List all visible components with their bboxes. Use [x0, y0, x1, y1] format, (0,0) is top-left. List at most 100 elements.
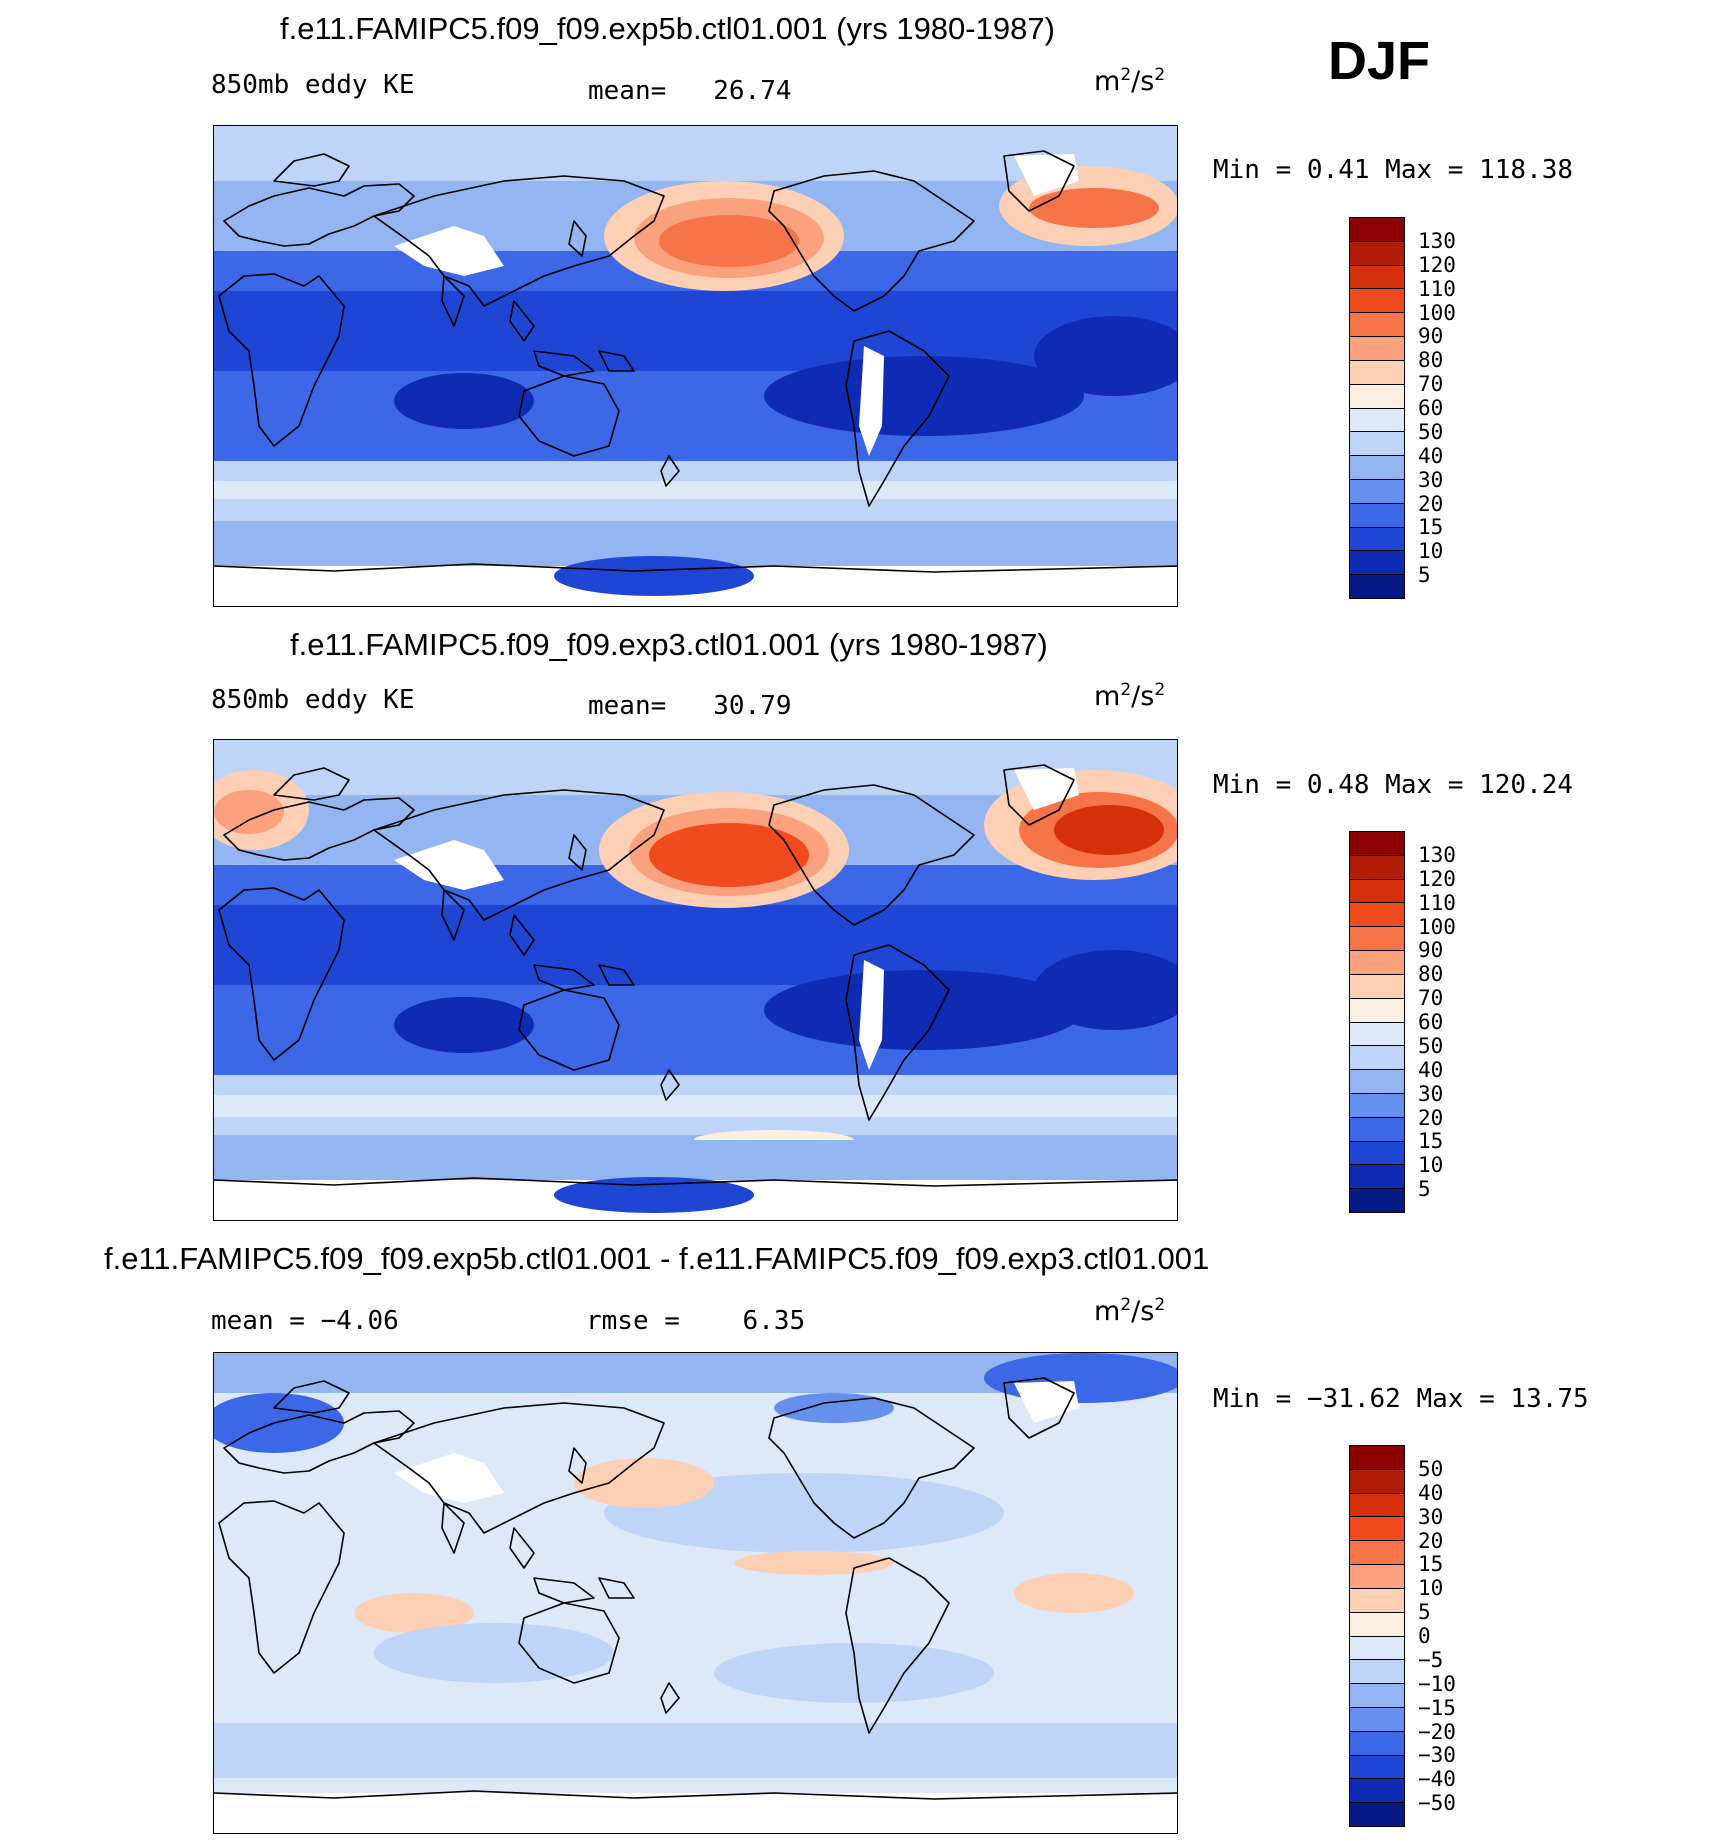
panel-1-colorbar-label: 10 — [1418, 539, 1444, 564]
panel-2-colorbar-label: 30 — [1418, 1081, 1444, 1106]
panel-2-colorbar-label: 5 — [1418, 1177, 1431, 1202]
panel-1-stat-label: mean= — [588, 76, 667, 106]
panel-2-colorbar-label: 40 — [1418, 1057, 1444, 1082]
panel-3-colorbar-label: −20 — [1418, 1719, 1456, 1744]
panel-1-colorbar-label: 80 — [1418, 348, 1444, 373]
panel-1-colorbar-swatch — [1350, 408, 1404, 433]
panel-2-map-svg — [214, 740, 1177, 1220]
panel-1-colorbar — [1349, 217, 1405, 599]
panel-2-colorbar-label: 70 — [1418, 986, 1444, 1011]
panel-3-colorbar-label: 10 — [1418, 1576, 1444, 1601]
panel-2-colorbar-swatch — [1350, 1022, 1404, 1047]
panel-2-colorbar-swatch — [1350, 1141, 1404, 1166]
panel-1-stat-value: 26.74 — [713, 76, 792, 106]
panel-3-map-svg — [214, 1353, 1177, 1833]
panel-1-colorbar-swatch — [1350, 241, 1404, 266]
panel-1-units: m2/s2 — [1094, 65, 1166, 97]
panel-2-colorbar-swatch — [1350, 832, 1404, 856]
panel-2-units: m2/s2 — [1094, 680, 1166, 712]
panel-3-colorbar-label: 0 — [1418, 1624, 1431, 1648]
panel-3-colorbar-label: −50 — [1418, 1791, 1456, 1816]
panel-3-colorbar — [1349, 1445, 1405, 1827]
panel-2-colorbar-label: 90 — [1418, 938, 1444, 963]
panel-2-colorbar-label: 50 — [1418, 1033, 1444, 1058]
panel-2-colorbar-swatch — [1350, 1117, 1404, 1142]
panel-3-colorbar-label: 5 — [1418, 1600, 1431, 1625]
panel-3-rmse-label: rmse = 6.35 — [586, 1306, 805, 1336]
panel-1-colorbar-label: 90 — [1418, 324, 1444, 349]
panel-2-colorbar-swatch — [1350, 879, 1404, 904]
panel-2-colorbar-swatch — [1350, 1189, 1404, 1212]
panel-2-colorbar-swatch — [1350, 1070, 1404, 1094]
panel-1-colorbar-swatch — [1350, 527, 1404, 552]
panel-3-colorbar-label: −10 — [1418, 1671, 1456, 1696]
panel-3-colorbar-swatch — [1350, 1493, 1404, 1518]
panel-3-colorbar-swatch — [1350, 1660, 1404, 1685]
panel-2-colorbar-label: 60 — [1418, 1010, 1444, 1034]
season-label: DJF — [1328, 31, 1431, 91]
panel-2-colorbar-label: 80 — [1418, 962, 1444, 987]
panel-2-colorbar-label: 15 — [1418, 1129, 1444, 1154]
panel-3-colorbar-swatch — [1350, 1803, 1404, 1826]
panel-3-colorbar-label: 40 — [1418, 1480, 1444, 1505]
panel-1-title: f.e11.FAMIPC5.f09_f09.exp5b.ctl01.001 (y… — [280, 11, 1055, 46]
panel-2-colorbar-swatch — [1350, 903, 1404, 928]
panel-3-colorbar-label: 50 — [1418, 1456, 1444, 1481]
panel-2-colorbar-swatch — [1350, 927, 1404, 952]
panel-3-minmax: Min = −31.62 Max = 13.75 — [1213, 1384, 1589, 1414]
panel-2-colorbar-swatch — [1350, 951, 1404, 975]
panel-1-colorbar-swatch — [1350, 479, 1404, 504]
panel-1-colorbar-label: 60 — [1418, 396, 1444, 420]
panel-1-colorbar-label: 120 — [1418, 252, 1456, 277]
panel-3-colorbar-swatch — [1350, 1731, 1404, 1756]
panel-1-colorbar-label: 50 — [1418, 419, 1444, 444]
panel-1-colorbar-swatch — [1350, 503, 1404, 528]
panel-3-colorbar-label: −40 — [1418, 1767, 1456, 1792]
panel-2-colorbar-swatch — [1350, 1165, 1404, 1190]
panel-2-title: f.e11.FAMIPC5.f09_f09.exp3.ctl01.001 (yr… — [290, 627, 1048, 662]
panel-1-colorbar-swatch — [1350, 289, 1404, 314]
panel-1-minmax: Min = 0.41 Max = 118.38 — [1213, 155, 1574, 185]
panel-1-colorbar-label: 30 — [1418, 467, 1444, 492]
panel-2-mean-label: mean= 30.79 — [588, 691, 792, 721]
panel-1-colorbar-swatch — [1350, 218, 1404, 242]
panel-3-colorbar-swatch — [1350, 1517, 1404, 1542]
panel-3-colorbar-swatch — [1350, 1541, 1404, 1566]
panel-3-title: f.e11.FAMIPC5.f09_f09.exp5b.ctl01.001 - … — [104, 1241, 1210, 1276]
panel-1-colorbar-label: 20 — [1418, 491, 1444, 516]
panel-3-colorbar-swatch — [1350, 1612, 1404, 1637]
panel-3-colorbar-label: −15 — [1418, 1695, 1456, 1720]
panel-2-colorbar-swatch — [1350, 855, 1404, 880]
panel-3-colorbar-label: −30 — [1418, 1743, 1456, 1768]
panel-1-colorbar-swatch — [1350, 337, 1404, 361]
panel-1-colorbar-swatch — [1350, 313, 1404, 338]
panel-3-colorbar-swatch — [1350, 1565, 1404, 1589]
panel-1-colorbar-swatch — [1350, 432, 1404, 457]
panel-2-colorbar-label: 110 — [1418, 890, 1456, 915]
panel-3-map — [213, 1352, 1178, 1834]
panel-2-stat-label: mean= — [588, 691, 667, 721]
panel-3-colorbar-swatch — [1350, 1684, 1404, 1708]
panel-1-map — [213, 125, 1178, 607]
panel-2-colorbar-label: 120 — [1418, 866, 1456, 891]
panel-2-map — [213, 739, 1178, 1221]
panel-1-colorbar-swatch — [1350, 360, 1404, 385]
panel-1-colorbar-label: 100 — [1418, 300, 1456, 325]
panel-2-colorbar-label: 130 — [1418, 842, 1456, 867]
panel-2-minmax: Min = 0.48 Max = 120.24 — [1213, 770, 1574, 800]
panel-3-mean-label: mean = −4.06 — [211, 1306, 399, 1336]
panel-3-colorbar-swatch — [1350, 1469, 1404, 1494]
panel-1-colorbar-swatch — [1350, 456, 1404, 480]
panel-3-colorbar-label: 20 — [1418, 1528, 1444, 1553]
panel-3-colorbar-label: 30 — [1418, 1504, 1444, 1529]
panel-3-colorbar-label: −5 — [1418, 1647, 1444, 1672]
panel-3-units: m2/s2 — [1094, 1295, 1166, 1327]
panel-1-colorbar-label: 5 — [1418, 563, 1431, 588]
panel-1-variable-label: 850mb eddy KE — [211, 70, 415, 100]
panel-2-colorbar-label: 20 — [1418, 1105, 1444, 1130]
panel-1-colorbar-label: 15 — [1418, 515, 1444, 540]
panel-2-colorbar-label: 10 — [1418, 1153, 1444, 1178]
panel-2-colorbar-swatch — [1350, 1093, 1404, 1118]
panel-3-colorbar-swatch — [1350, 1779, 1404, 1804]
panel-2-colorbar — [1349, 831, 1405, 1213]
